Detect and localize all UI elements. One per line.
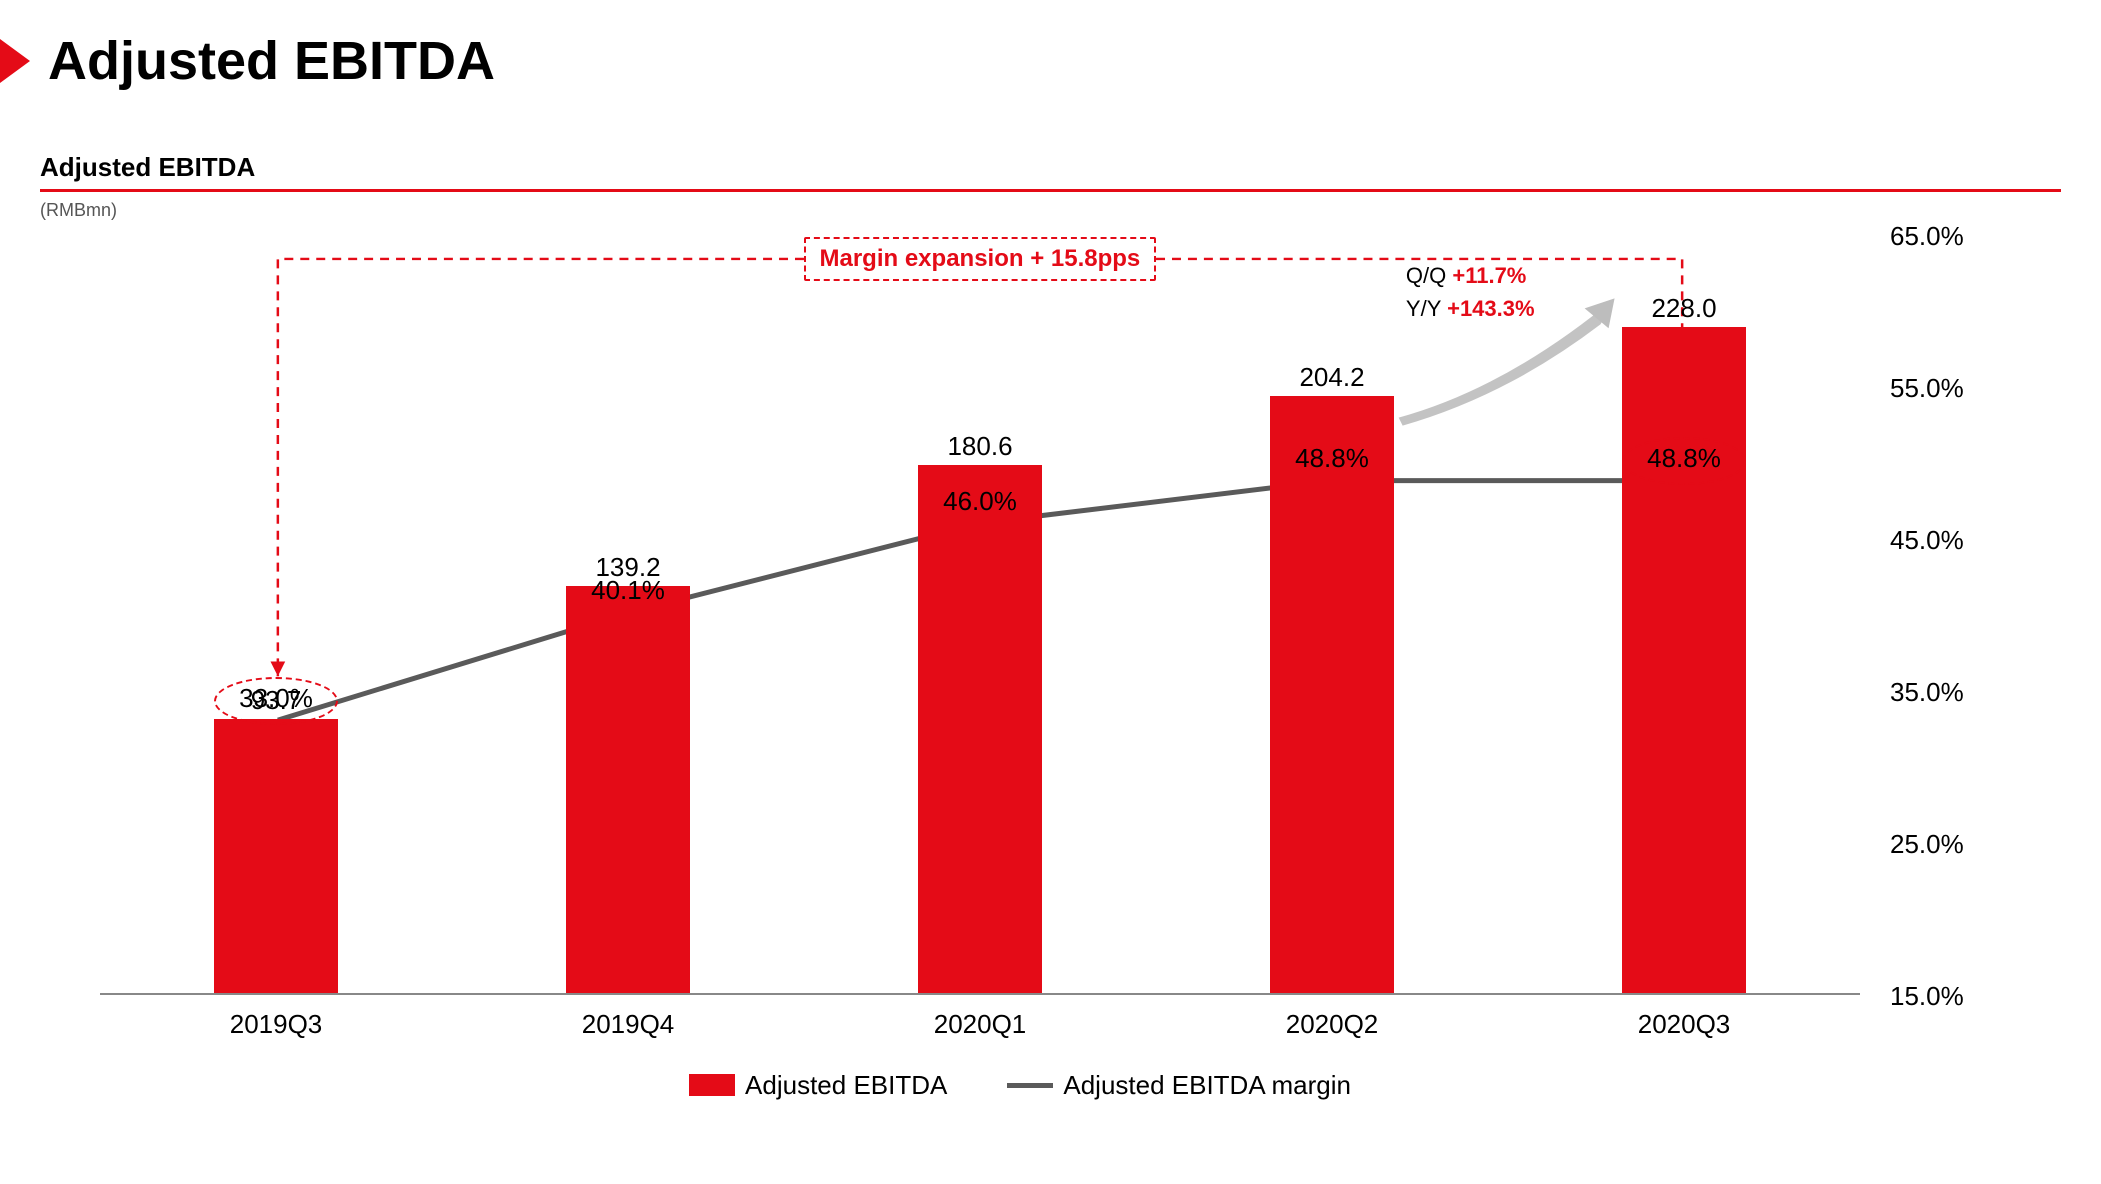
margin-expansion-callout: Margin expansion + 15.8pps <box>804 237 1157 281</box>
growth-annotation: Q/Q +11.7%Y/Y +143.3% <box>1406 259 1535 325</box>
y2-axis-label: 65.0% <box>1890 221 1964 252</box>
legend-label-bar: Adjusted EBITDA <box>745 1070 947 1101</box>
bar <box>566 586 689 993</box>
x-axis-label: 2020Q1 <box>934 1009 1027 1040</box>
bar <box>918 465 1041 993</box>
legend-swatch-bar <box>689 1074 735 1096</box>
slide-title: Adjusted EBITDA <box>48 30 495 92</box>
chart-subtitle: Adjusted EBITDA <box>40 152 2061 189</box>
line-value-label: 48.8% <box>1295 443 1369 474</box>
subtitle-rule <box>40 189 2061 192</box>
yoy-label: Y/Y <box>1406 296 1447 321</box>
legend: Adjusted EBITDA Adjusted EBITDA margin <box>40 1045 2000 1125</box>
y2-axis-label: 35.0% <box>1890 677 1964 708</box>
unit-label: (RMBmn) <box>40 200 2061 221</box>
bar <box>1622 327 1745 993</box>
slide-title-row: Adjusted EBITDA <box>0 30 495 92</box>
subtitle-block: Adjusted EBITDA (RMBmn) <box>40 152 2061 221</box>
y2-axis-label: 15.0% <box>1890 981 1964 1012</box>
qoq-value: +11.7% <box>1452 263 1526 288</box>
legend-item-bar: Adjusted EBITDA <box>689 1070 947 1101</box>
x-axis-label: 2020Q2 <box>1286 1009 1379 1040</box>
plot-region: 93.7139.2180.6204.2228.033.0%40.1%46.0%4… <box>100 235 1860 995</box>
bar <box>214 719 337 993</box>
bar <box>1270 396 1393 993</box>
chart-area: 93.7139.2180.6204.2228.033.0%40.1%46.0%4… <box>40 235 2000 1045</box>
line-value-label: 46.0% <box>943 486 1017 517</box>
y2-axis-label: 55.0% <box>1890 373 1964 404</box>
x-axis-label: 2019Q3 <box>230 1009 323 1040</box>
yoy-value: +143.3% <box>1447 296 1534 321</box>
legend-item-line: Adjusted EBITDA margin <box>1007 1070 1351 1101</box>
qoq-label: Q/Q <box>1406 263 1452 288</box>
x-axis-label: 2019Q4 <box>582 1009 675 1040</box>
highlight-ellipse <box>1622 437 1746 485</box>
x-axis-label: 2020Q3 <box>1638 1009 1731 1040</box>
y2-axis-label: 25.0% <box>1890 829 1964 860</box>
legend-swatch-line <box>1007 1083 1053 1088</box>
line-value-label: 40.1% <box>591 575 665 606</box>
legend-label-line: Adjusted EBITDA margin <box>1063 1070 1351 1101</box>
y2-axis-label: 45.0% <box>1890 525 1964 556</box>
bar-value-label: 204.2 <box>1299 362 1364 393</box>
title-chevron-icon <box>0 39 30 83</box>
bar-value-label: 228.0 <box>1651 293 1716 324</box>
bar-value-label: 180.6 <box>947 431 1012 462</box>
